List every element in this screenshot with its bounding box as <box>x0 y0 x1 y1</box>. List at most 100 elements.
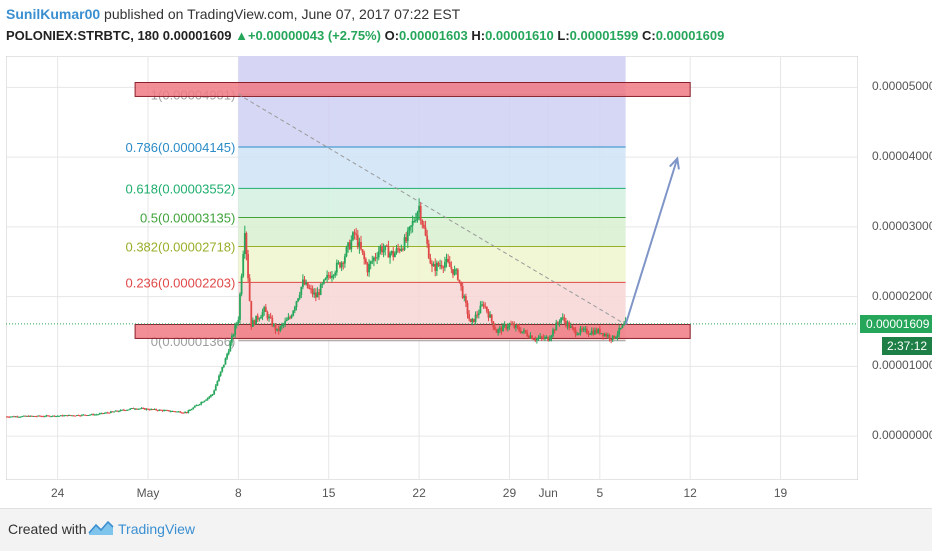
candle-body <box>319 284 322 295</box>
candle-body <box>277 328 280 331</box>
price-change: +0.00000043 (+2.75%) <box>247 28 381 43</box>
y-tick-label: 0.00002000 <box>872 288 932 303</box>
candle-body <box>155 409 157 411</box>
candle-body <box>353 232 356 234</box>
candle-body <box>539 336 542 338</box>
price-chart[interactable]: 1(0.00004901)0.786(0.00004145)0.618(0.00… <box>6 56 858 480</box>
candle-body <box>214 385 217 391</box>
candle-body <box>114 410 117 412</box>
candle-body <box>569 326 572 328</box>
candle-body <box>240 276 243 295</box>
candle-body <box>487 311 490 318</box>
candle-body <box>592 330 595 335</box>
candle-body <box>53 415 56 417</box>
candle-body <box>482 304 485 307</box>
candle-body <box>481 304 483 306</box>
candle-body <box>410 225 412 227</box>
candle-body <box>245 233 248 255</box>
candle-body <box>516 325 519 328</box>
candle-body <box>318 292 320 295</box>
candle-body <box>358 242 361 248</box>
candle-body <box>494 327 496 330</box>
candle-body <box>6 416 9 418</box>
candle-body <box>500 327 503 332</box>
candle-body <box>534 339 537 341</box>
candle-body <box>137 408 140 410</box>
candle-body <box>105 412 107 414</box>
symbol-label[interactable]: POLONIEX:STRBTC, 180 <box>6 28 160 43</box>
candle-body <box>526 332 529 337</box>
candle-body <box>247 254 249 279</box>
author-link[interactable]: SunilKumar00 <box>6 6 101 22</box>
candle-body <box>531 335 533 340</box>
candle-body <box>97 414 99 416</box>
candle-body <box>563 317 566 322</box>
candle-body <box>16 416 19 418</box>
candle-body <box>211 394 214 396</box>
candle-body <box>476 314 479 316</box>
candle-body <box>408 226 411 231</box>
candle-body <box>355 233 358 236</box>
candle-body <box>93 414 96 416</box>
candle-body <box>69 415 72 417</box>
candle-body <box>45 415 48 417</box>
y-tick-label: 0.00005000 <box>872 79 932 94</box>
candle-body <box>413 220 416 222</box>
candle-body <box>485 306 488 312</box>
candle-body <box>311 288 314 295</box>
x-tick-label: 19 <box>773 486 788 500</box>
candle-body <box>582 328 585 330</box>
candle-body <box>611 335 614 341</box>
tradingview-link[interactable]: TradingView <box>118 521 196 537</box>
chart-area[interactable]: 1(0.00004901)0.786(0.00004145)0.618(0.00… <box>6 56 858 480</box>
candle-body <box>423 224 425 228</box>
candle-body <box>364 259 367 264</box>
candle-body <box>189 409 191 411</box>
candle-body <box>145 408 148 410</box>
candle-body <box>392 251 395 258</box>
candle-body <box>484 306 487 308</box>
candle-body <box>479 305 482 314</box>
candle-body <box>130 408 133 410</box>
candle-body <box>147 408 149 410</box>
candle-body <box>393 253 396 258</box>
candle-body <box>411 221 414 226</box>
candle-body <box>184 411 187 413</box>
x-tick-label: 29 <box>502 486 517 500</box>
candle-body <box>29 415 32 417</box>
candle-body <box>471 318 474 323</box>
candle-body <box>231 335 233 343</box>
candle-body <box>219 371 222 376</box>
candle-body <box>177 411 180 413</box>
projection-arrow-head <box>669 156 680 170</box>
candle-body <box>306 282 309 289</box>
candle-body <box>180 412 183 414</box>
candle-body <box>135 408 138 410</box>
candle-body <box>61 415 64 417</box>
tradingview-logo-icon[interactable] <box>88 519 114 537</box>
candle-body <box>201 401 204 403</box>
candle-body <box>22 415 25 417</box>
candle-body <box>429 258 432 264</box>
candle-body <box>48 415 51 417</box>
candle-body <box>506 326 509 329</box>
candle-body <box>200 402 203 405</box>
y-tick-label: 0.00001000 <box>872 358 932 373</box>
candle-body <box>576 334 579 336</box>
candle-body <box>542 337 545 339</box>
candle-body <box>445 258 448 262</box>
candle-body <box>82 414 85 416</box>
candle-body <box>414 219 417 221</box>
candle-body <box>434 264 437 271</box>
candle-body <box>234 325 237 335</box>
candle-body <box>595 329 598 333</box>
candle-body <box>266 311 269 319</box>
x-tick-label: 12 <box>683 486 697 500</box>
candle-body <box>447 258 450 263</box>
y-tick-label: 0.00000000 <box>872 428 932 443</box>
candle-body <box>589 333 592 335</box>
candle-body <box>452 269 454 275</box>
candle-body <box>435 262 438 271</box>
candle-body <box>458 279 461 282</box>
candle-body <box>287 317 290 320</box>
